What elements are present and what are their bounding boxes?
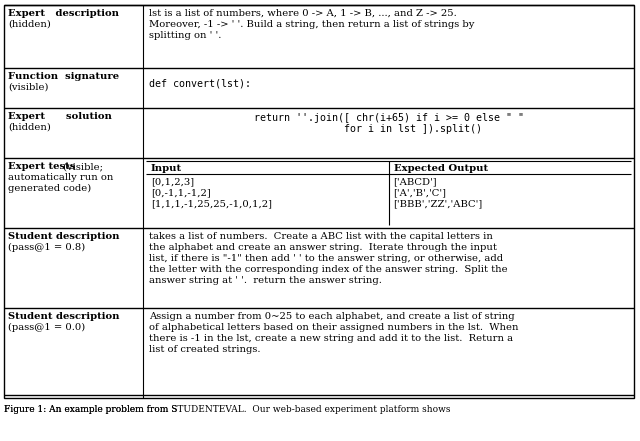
Text: [0,-1,1,-1,2]: [0,-1,1,-1,2] [151, 188, 211, 197]
Text: list, if there is "-1" then add ' ' to the answer string, or otherwise, add: list, if there is "-1" then add ' ' to t… [149, 254, 503, 263]
Text: [1,1,1,-1,25,25,-1,0,1,2]: [1,1,1,-1,25,25,-1,0,1,2] [151, 199, 272, 208]
Text: Expert      solution: Expert solution [8, 112, 112, 121]
Text: (hidden): (hidden) [8, 123, 51, 132]
Text: Expert   description: Expert description [8, 9, 119, 18]
Text: Figure 1: An example problem from S: Figure 1: An example problem from S [4, 405, 177, 414]
Bar [4, 5, 634, 398]
Text: ['A','B','C']: ['A','B','C'] [394, 188, 447, 197]
Text: splitting on ' '.: splitting on ' '. [149, 31, 221, 40]
Text: there is -1 in the lst, create a new string and add it to the list.  Return a: there is -1 in the lst, create a new str… [149, 334, 513, 343]
Text: (pass@1 = 0.8): (pass@1 = 0.8) [8, 243, 85, 252]
Text: the letter with the corresponding index of the answer string.  Split the: the letter with the corresponding index … [149, 265, 508, 274]
Text: (visible;: (visible; [60, 162, 103, 171]
Text: automatically run on: automatically run on [8, 173, 113, 182]
Text: Expert tests: Expert tests [8, 162, 76, 171]
Text: for i in lst ]).split(): for i in lst ]).split() [296, 124, 481, 134]
Text: [0,1,2,3]: [0,1,2,3] [151, 177, 194, 186]
Text: return ''.join([ chr(i+65) if i >= 0 else " ": return ''.join([ chr(i+65) if i >= 0 els… [253, 113, 524, 123]
Text: ['BBB','ZZ','ABC']: ['BBB','ZZ','ABC'] [394, 199, 483, 208]
Text: Function  signature: Function signature [8, 72, 119, 81]
Text: (visible): (visible) [8, 83, 49, 92]
Text: list of created strings.: list of created strings. [149, 345, 260, 354]
Text: Student description: Student description [8, 232, 120, 241]
Text: def convert(lst):: def convert(lst): [149, 78, 251, 88]
Text: Figure 1: An example problem from STUDENTEVAL.  Our web-based experiment platfor: Figure 1: An example problem from STUDEN… [4, 405, 451, 414]
Text: (hidden): (hidden) [8, 20, 51, 29]
Text: ['ABCD']: ['ABCD'] [394, 177, 437, 186]
Text: of alphabetical letters based on their assigned numbers in the lst.  When: of alphabetical letters based on their a… [149, 323, 518, 332]
Text: Assign a number from 0~25 to each alphabet, and create a list of string: Assign a number from 0~25 to each alphab… [149, 312, 515, 321]
Text: Student description: Student description [8, 312, 120, 321]
Text: generated code): generated code) [8, 184, 92, 193]
Text: (pass@1 = 0.0): (pass@1 = 0.0) [8, 323, 85, 332]
Text: lst is a list of numbers, where 0 -> A, 1 -> B, ..., and Z -> 25.: lst is a list of numbers, where 0 -> A, … [149, 9, 457, 18]
Text: answer string at ' '.  return the answer string.: answer string at ' '. return the answer … [149, 276, 382, 285]
Text: the alphabet and create an answer string.  Iterate through the input: the alphabet and create an answer string… [149, 243, 497, 252]
Text: Input: Input [151, 164, 182, 173]
Text: Expected Output: Expected Output [394, 164, 488, 173]
Text: Moreover, -1 -> ' '. Build a string, then return a list of strings by: Moreover, -1 -> ' '. Build a string, the… [149, 20, 474, 29]
Text: takes a list of numbers.  Create a ABC list with the capital letters in: takes a list of numbers. Create a ABC li… [149, 232, 493, 241]
